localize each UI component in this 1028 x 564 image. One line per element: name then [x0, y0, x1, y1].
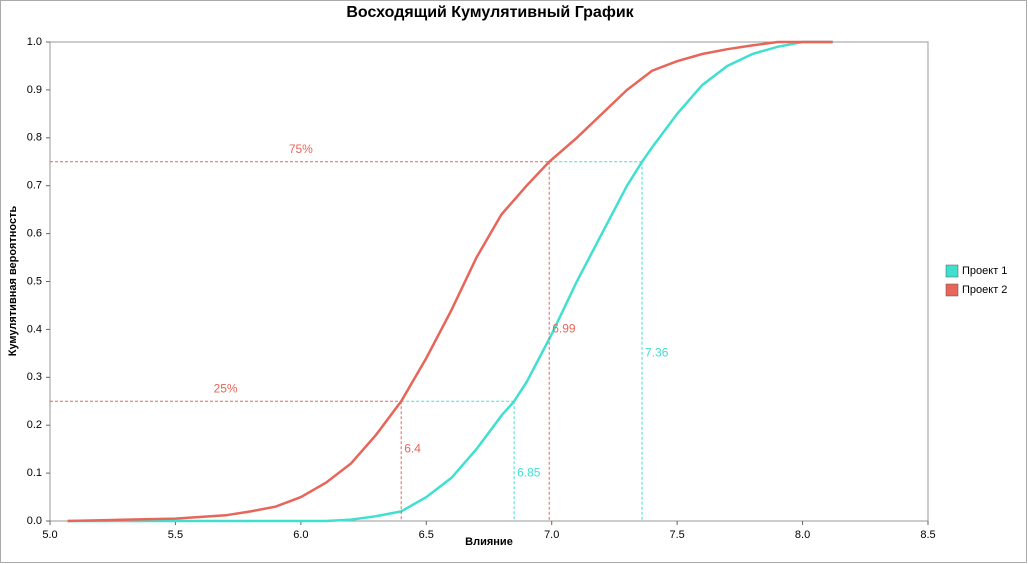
percentile-label: 25%: [214, 381, 238, 395]
y-tick-label: 0.9: [27, 84, 42, 96]
y-tick-label: 0.0: [27, 515, 42, 527]
x-tick-label: 7.5: [669, 529, 684, 541]
marker-label: 7.36: [645, 346, 669, 360]
chart-title: Восходящий Кумулятивный График: [346, 4, 634, 21]
x-tick-label: 7.0: [544, 529, 559, 541]
marker-label: 6.99: [552, 322, 576, 336]
y-tick-label: 0.1: [27, 467, 42, 479]
x-tick-label: 6.5: [419, 529, 434, 541]
marker-label: 6.4: [404, 441, 421, 455]
y-tick-label: 0.7: [27, 180, 42, 192]
x-tick-label: 5.0: [42, 529, 57, 541]
percentile-label: 75%: [289, 142, 313, 156]
x-axis-label: Влияние: [465, 536, 513, 548]
y-tick-label: 0.2: [27, 419, 42, 431]
y-tick-label: 0.4: [27, 323, 42, 335]
x-tick-label: 6.0: [293, 529, 308, 541]
x-tick-label: 8.0: [795, 529, 810, 541]
legend-swatch: [945, 283, 959, 297]
y-tick-label: 1.0: [27, 36, 42, 48]
y-tick-label: 0.3: [27, 371, 42, 383]
legend-swatch: [945, 264, 959, 278]
y-tick-label: 0.8: [27, 132, 42, 144]
marker-label: 6.85: [517, 465, 541, 479]
x-tick-label: 8.5: [920, 529, 935, 541]
x-tick-label: 5.5: [168, 529, 183, 541]
y-tick-label: 0.6: [27, 228, 42, 240]
y-axis-label: Кумулятивная вероятность: [7, 206, 19, 357]
y-tick-label: 0.5: [27, 275, 42, 287]
legend-label: Проект 1: [962, 265, 1007, 277]
series-line: [67, 40, 833, 523]
legend-label: Проект 2: [962, 284, 1007, 296]
series-line: [67, 40, 833, 523]
